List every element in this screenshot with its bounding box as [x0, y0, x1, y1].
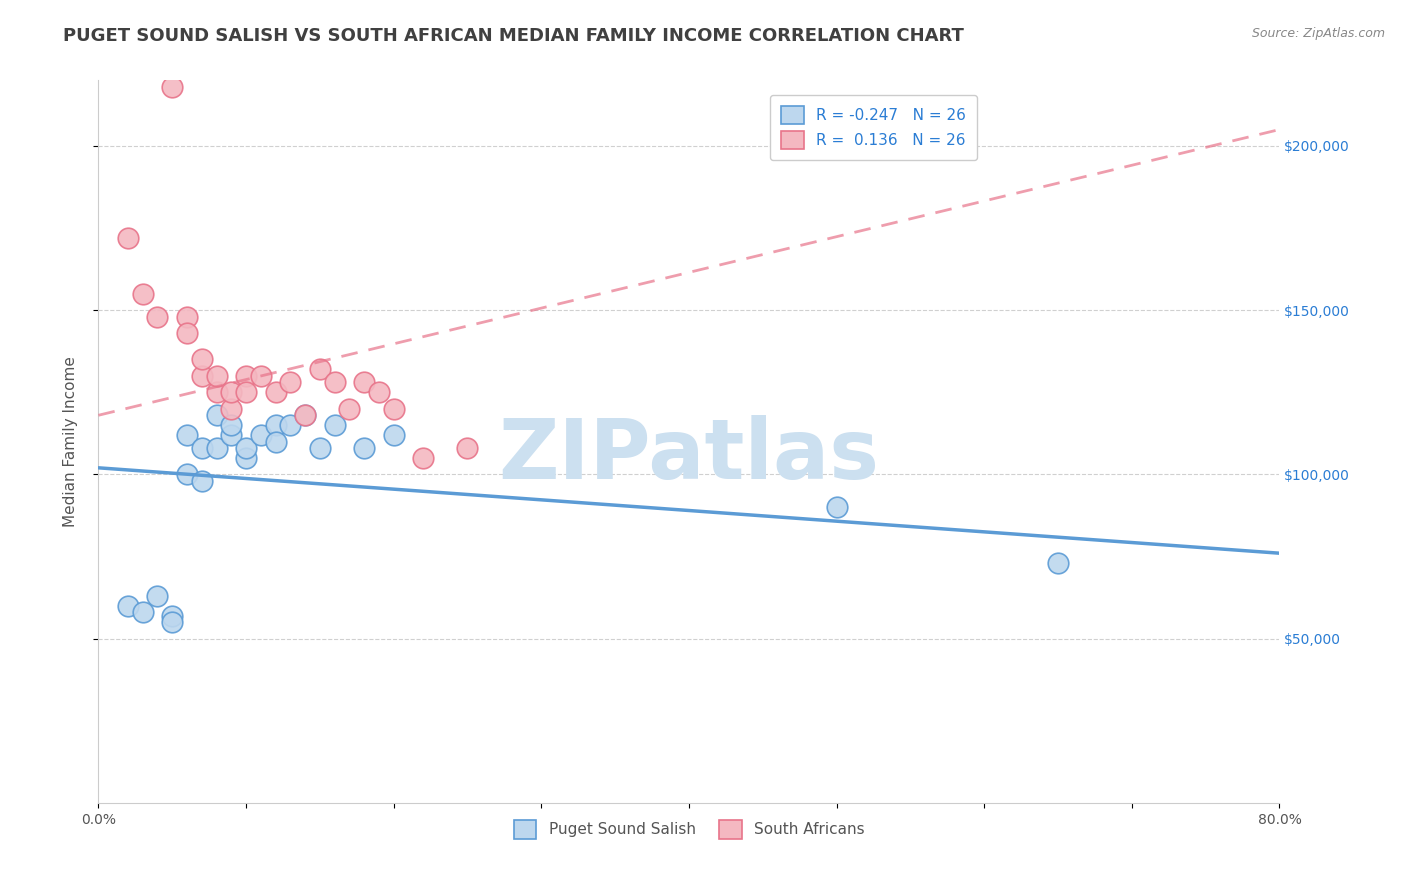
- Point: [250, 428, 273, 442]
- Point: [353, 376, 375, 390]
- Point: [250, 368, 273, 383]
- Point: [176, 467, 198, 482]
- Point: [205, 409, 228, 423]
- Point: [457, 441, 479, 455]
- Point: [191, 352, 214, 367]
- Point: [146, 589, 169, 603]
- Point: [294, 409, 316, 423]
- Y-axis label: Median Family Income: Median Family Income: [63, 356, 77, 527]
- Point: [191, 474, 214, 488]
- Legend: Puget Sound Salish, South Africans: Puget Sound Salish, South Africans: [503, 809, 875, 849]
- Point: [264, 434, 287, 449]
- Point: [162, 608, 183, 623]
- Point: [382, 401, 405, 416]
- Text: PUGET SOUND SALISH VS SOUTH AFRICAN MEDIAN FAMILY INCOME CORRELATION CHART: PUGET SOUND SALISH VS SOUTH AFRICAN MEDI…: [63, 27, 965, 45]
- Point: [280, 376, 302, 390]
- Point: [205, 385, 228, 400]
- Point: [323, 376, 346, 390]
- Point: [264, 385, 287, 400]
- Point: [191, 368, 214, 383]
- Point: [412, 450, 434, 465]
- Point: [146, 310, 169, 324]
- Point: [382, 428, 405, 442]
- Point: [191, 441, 214, 455]
- Point: [280, 418, 302, 433]
- Point: [117, 231, 139, 245]
- Point: [117, 599, 139, 613]
- Point: [1046, 556, 1070, 570]
- Point: [235, 441, 257, 455]
- Text: ZIPatlas: ZIPatlas: [499, 416, 879, 497]
- Point: [132, 605, 155, 619]
- Point: [339, 401, 361, 416]
- Point: [176, 326, 198, 341]
- Point: [235, 450, 257, 465]
- Point: [176, 428, 198, 442]
- Point: [221, 385, 243, 400]
- Point: [323, 418, 346, 433]
- Point: [221, 428, 243, 442]
- Text: Source: ZipAtlas.com: Source: ZipAtlas.com: [1251, 27, 1385, 40]
- Point: [235, 368, 257, 383]
- Point: [221, 418, 243, 433]
- Point: [205, 368, 228, 383]
- Point: [162, 79, 183, 94]
- Point: [235, 385, 257, 400]
- Point: [162, 615, 183, 630]
- Point: [264, 418, 287, 433]
- Point: [309, 362, 332, 376]
- Point: [353, 441, 375, 455]
- Point: [368, 385, 391, 400]
- Point: [176, 310, 198, 324]
- Point: [825, 500, 848, 515]
- Point: [221, 401, 243, 416]
- Point: [309, 441, 332, 455]
- Point: [132, 286, 155, 301]
- Point: [205, 441, 228, 455]
- Point: [294, 409, 316, 423]
